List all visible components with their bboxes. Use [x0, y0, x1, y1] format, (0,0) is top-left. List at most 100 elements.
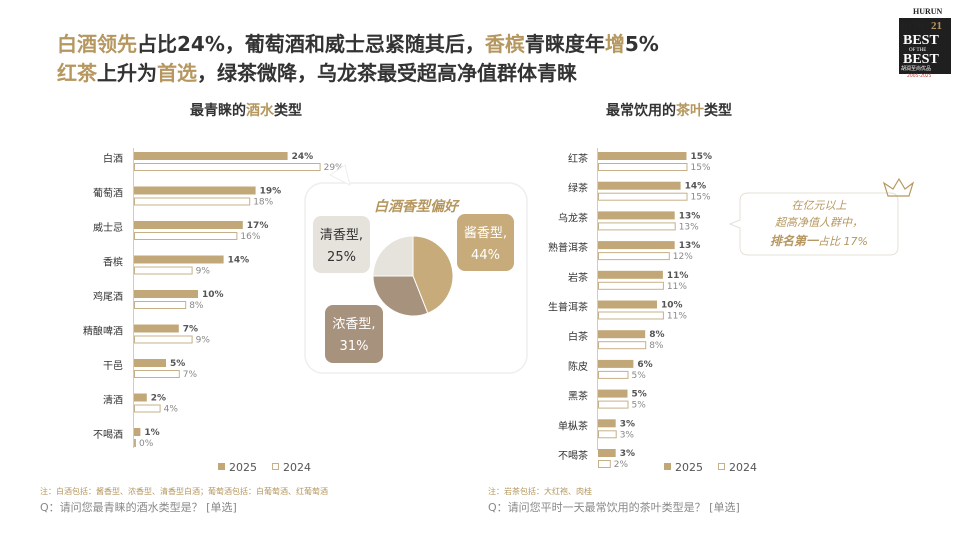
- left-title-segment: 酒水: [246, 103, 274, 119]
- left-title-segment: 类型: [274, 103, 302, 119]
- value-label-2025: 7%: [183, 325, 198, 335]
- logo-best-2: BEST: [903, 52, 939, 67]
- value-label-2025: 5%: [170, 359, 185, 369]
- value-label-2025: 3%: [620, 419, 635, 429]
- value-label-2024: 8%: [649, 341, 664, 351]
- pie-slice-value: 44%: [471, 248, 500, 263]
- category-label: 不喝茶: [558, 449, 588, 462]
- value-label-2025: 11%: [667, 271, 689, 281]
- hurun-bob-logo: HURUN BOB 21 BEST OF THE BEST 胡润至尚优品 200…: [899, 7, 951, 79]
- bar-2024: [598, 341, 647, 350]
- pie-slice-value: 25%: [327, 250, 356, 265]
- bar-2025: [598, 449, 616, 457]
- right-footnote: 注：岩茶包括：大红袍、肉桂: [488, 487, 592, 496]
- value-label-2024: 5%: [632, 371, 647, 381]
- logo-years: 2005-2025: [907, 73, 932, 79]
- headline-line-1: 白酒领先占比24%，葡萄酒和威士忌紧随其后，香槟青睐度年增5%: [57, 30, 659, 59]
- bar-2025: [134, 221, 243, 229]
- left-question: Q：请问您最青睐的酒水类型是？ [单选]: [40, 501, 237, 514]
- value-label-2025: 5%: [632, 390, 647, 400]
- callout-line-1: 在亿元以上: [792, 199, 848, 212]
- left-chart-title: 最青睐的酒水类型: [190, 100, 302, 120]
- bar-2025: [134, 393, 147, 402]
- value-label-2024: 29%: [324, 163, 344, 173]
- value-label-2025: 17%: [247, 221, 269, 231]
- bar-2025: [134, 359, 166, 367]
- bar-2024: [134, 301, 187, 309]
- value-label-2025: 13%: [679, 211, 701, 221]
- bar-2024: [598, 192, 688, 201]
- category-label: 生普洱茶: [548, 301, 588, 314]
- bar-2025: [598, 152, 687, 160]
- category-label: 绿茶: [568, 182, 588, 195]
- pie-slice-label: 清香型,: [320, 228, 363, 243]
- value-label-2024: 2%: [614, 460, 629, 470]
- value-label-2025: 15%: [691, 152, 713, 162]
- bar-2024: [598, 400, 629, 409]
- bar-2025: [134, 186, 256, 195]
- value-label-2024: 15%: [691, 193, 711, 203]
- logo-cn: 胡润至尚优品: [901, 65, 931, 72]
- value-label-2025: 8%: [649, 330, 664, 340]
- bar-2024: [134, 232, 238, 240]
- headline-1-segment: 青睐度年: [524, 32, 605, 56]
- bar-2024: [598, 430, 617, 439]
- bar-2025: [598, 211, 675, 220]
- pie-slice: [372, 275, 429, 317]
- legend-swatch-2025: [664, 463, 671, 470]
- bar-2025: [598, 300, 657, 309]
- pie-callout-box: [313, 216, 370, 273]
- headline: 白酒领先占比24%，葡萄酒和威士忌紧随其后，香槟青睐度年增5% 红茶上升为首选，…: [57, 30, 659, 88]
- right-title-segment: 最常饮用的: [606, 103, 676, 119]
- bar-2025: [598, 241, 675, 250]
- headline-1-segment: 5%: [624, 32, 659, 56]
- logo-bob: BOB: [901, 20, 925, 32]
- headline-1-segment: 香槟: [484, 32, 525, 56]
- value-label-2025: 14%: [228, 256, 250, 266]
- callout-line-2: 超高净值人群中，: [775, 216, 863, 229]
- bar-2025: [598, 330, 646, 339]
- value-label-2024: 18%: [253, 198, 273, 208]
- value-label-2025: 10%: [661, 301, 683, 311]
- headline-2-segment: 上升为: [97, 61, 157, 85]
- value-label-2024: 11%: [667, 282, 687, 292]
- pie-slice: [372, 235, 414, 277]
- pie-slice-label: 酱香型,: [464, 226, 507, 241]
- value-label-2024: 13%: [679, 222, 699, 232]
- bar-2024: [598, 252, 670, 261]
- category-label: 不喝酒: [93, 429, 123, 441]
- legend-swatch-2024: [272, 463, 279, 470]
- value-label-2025: 14%: [685, 182, 707, 192]
- pie-slice-label: 浓香型,: [332, 317, 375, 332]
- legend-swatch-2025: [218, 463, 225, 470]
- headline-1-segment: 白酒领先: [57, 32, 137, 56]
- bar-2025: [598, 419, 616, 428]
- category-label: 香槟: [103, 256, 123, 269]
- value-label-2024: 5%: [632, 401, 647, 411]
- legend-label-2024: 2024: [283, 461, 311, 474]
- value-label-2024: 8%: [189, 301, 204, 311]
- category-label: 干邑: [103, 360, 123, 372]
- value-label-2024: 3%: [620, 430, 635, 440]
- value-label-2024: 11%: [667, 312, 687, 322]
- value-label-2024: 4%: [164, 405, 179, 415]
- category-label: 清酒: [103, 394, 123, 407]
- value-label-2024: 9%: [196, 336, 211, 346]
- logo-of-the: OF THE: [909, 48, 926, 53]
- value-label-2025: 19%: [260, 187, 282, 197]
- bar-2025: [598, 270, 663, 279]
- crown-icon: [882, 177, 915, 197]
- logo-best-1: BEST: [903, 33, 939, 48]
- category-label: 单枞茶: [558, 419, 588, 432]
- bar-2024: [598, 370, 629, 379]
- bar-2024: [134, 197, 251, 206]
- callout-bubble: [728, 192, 899, 256]
- bar-2024: [598, 460, 611, 468]
- bar-2024: [134, 266, 193, 275]
- value-label-2024: 12%: [673, 252, 693, 262]
- pie-slice: [412, 235, 454, 314]
- left-footnote: 注：白酒包括：酱香型、浓香型、清香型白酒；葡萄酒包括：白葡萄酒、红葡萄酒: [40, 487, 328, 496]
- logo-brand: HURUN: [913, 7, 943, 16]
- bar-2025: [598, 389, 628, 398]
- category-label: 岩茶: [568, 271, 588, 284]
